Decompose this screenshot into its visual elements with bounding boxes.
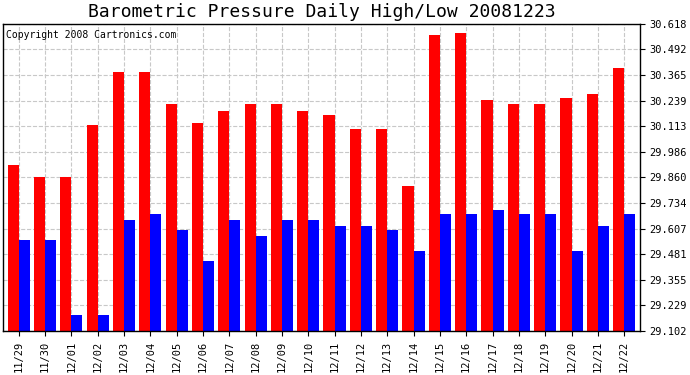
Bar bbox=[350, 129, 361, 331]
Text: Copyright 2008 Cartronics.com: Copyright 2008 Cartronics.com bbox=[6, 30, 177, 40]
Bar bbox=[560, 98, 571, 331]
Bar bbox=[255, 236, 266, 331]
Bar bbox=[508, 105, 519, 331]
Bar bbox=[282, 220, 293, 331]
Bar bbox=[192, 123, 203, 331]
Bar bbox=[428, 36, 440, 331]
Bar bbox=[466, 214, 477, 331]
Bar bbox=[598, 226, 609, 331]
Bar bbox=[335, 226, 346, 331]
Bar bbox=[60, 177, 71, 331]
Bar bbox=[19, 240, 30, 331]
Title: Barometric Pressure Daily High/Low 20081223: Barometric Pressure Daily High/Low 20081… bbox=[88, 3, 555, 21]
Bar bbox=[440, 214, 451, 331]
Bar bbox=[361, 226, 372, 331]
Bar bbox=[376, 129, 387, 331]
Bar bbox=[308, 220, 319, 331]
Bar bbox=[482, 100, 493, 331]
Bar bbox=[113, 72, 124, 331]
Bar bbox=[97, 315, 108, 331]
Bar bbox=[545, 214, 556, 331]
Bar bbox=[613, 68, 624, 331]
Bar bbox=[86, 125, 97, 331]
Bar bbox=[455, 33, 466, 331]
Bar bbox=[297, 111, 308, 331]
Bar bbox=[271, 105, 282, 331]
Bar bbox=[624, 214, 635, 331]
Bar bbox=[571, 251, 582, 331]
Bar bbox=[229, 220, 240, 331]
Bar bbox=[139, 72, 150, 331]
Bar bbox=[586, 94, 598, 331]
Bar bbox=[493, 210, 504, 331]
Bar bbox=[150, 214, 161, 331]
Bar bbox=[534, 105, 545, 331]
Bar bbox=[124, 220, 135, 331]
Bar bbox=[177, 230, 188, 331]
Bar bbox=[45, 240, 56, 331]
Bar bbox=[244, 105, 255, 331]
Bar bbox=[34, 177, 45, 331]
Bar bbox=[402, 186, 413, 331]
Bar bbox=[166, 105, 177, 331]
Bar bbox=[8, 165, 19, 331]
Bar bbox=[218, 111, 229, 331]
Bar bbox=[203, 261, 214, 331]
Bar bbox=[387, 230, 398, 331]
Bar bbox=[324, 115, 335, 331]
Bar bbox=[71, 315, 82, 331]
Bar bbox=[413, 251, 424, 331]
Bar bbox=[519, 214, 530, 331]
